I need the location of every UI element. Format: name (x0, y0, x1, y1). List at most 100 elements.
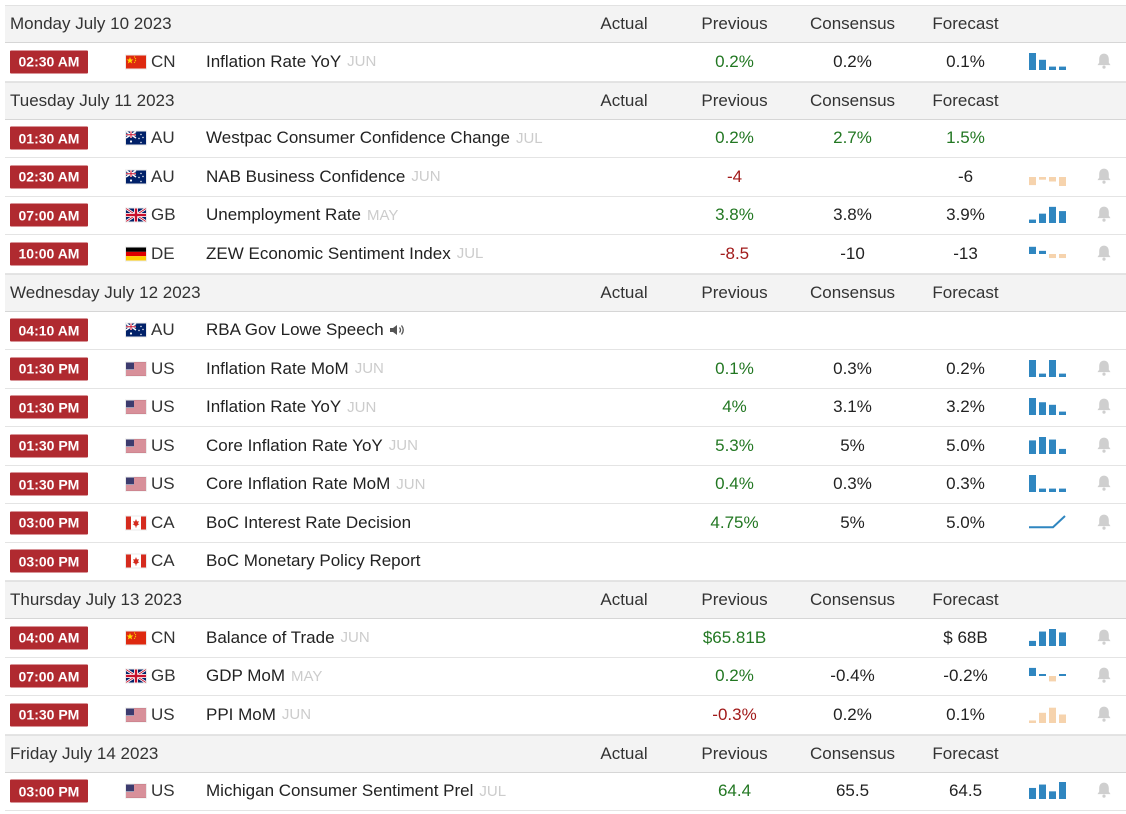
event-row[interactable]: 03:00 PM CA BoC Interest Rate Decision 4.75… (5, 504, 1126, 543)
event-row[interactable]: 01:30 PM US Core Inflation Rate MoM JUN 0.4%… (5, 465, 1126, 504)
event-name-text[interactable]: GDP MoM (206, 666, 286, 686)
previous-header[interactable]: Previous (701, 282, 768, 302)
consensus-header[interactable]: Consensus (809, 282, 896, 302)
event-row[interactable]: 10:00 AM DE ZEW Economic Sentiment Index JU… (5, 235, 1126, 274)
event-name[interactable]: Inflation Rate MoM JUN (206, 350, 384, 388)
event-row[interactable]: 03:00 PM US Michigan Consumer Sentiment Pr… (5, 772, 1126, 811)
bell-icon[interactable] (1096, 474, 1112, 492)
forecast-value: -6 (957, 166, 974, 186)
event-name-text[interactable]: Westpac Consumer Confidence Change (206, 128, 510, 148)
previous-header[interactable]: Previous (701, 14, 768, 33)
actual-header[interactable]: Actual (600, 282, 648, 302)
actual-header[interactable]: Actual (600, 743, 648, 763)
event-name-text[interactable]: NAB Business Confidence (206, 166, 406, 186)
event-name[interactable]: ZEW Economic Sentiment Index JUL (206, 235, 483, 273)
event-row[interactable]: 07:00 AM GB Unemployment Rate MAY 3.8% 3.8% 3.… (5, 196, 1126, 235)
previous-header[interactable]: Previous (701, 90, 768, 110)
event-name-text[interactable]: PPI MoM (206, 704, 276, 724)
forecast-header[interactable]: Forecast (932, 590, 999, 609)
event-name-text[interactable]: Core Inflation Rate MoM (206, 474, 391, 494)
event-name-text[interactable]: BoC Interest Rate Decision (206, 512, 412, 532)
event-row[interactable]: 01:30 PM US Inflation Rate MoM JUN 0.1% 0.3% 0… (5, 350, 1126, 389)
sparkline-bar (1029, 788, 1036, 800)
event-row[interactable]: 01:30 AM AU Westpac Consumer Confidence Ch… (5, 119, 1126, 158)
sparkline-chart (1029, 359, 1066, 377)
event-name[interactable]: Unemployment Rate MAY (206, 197, 398, 235)
previous-value: 0.1% (715, 358, 754, 378)
event-name[interactable]: Core Inflation Rate MoM JUN (206, 466, 425, 504)
event-name[interactable]: Inflation Rate YoY JUN (206, 389, 376, 427)
event-name-text[interactable]: Balance of Trade (206, 627, 335, 647)
bell-icon[interactable] (1096, 781, 1112, 799)
bell-icon[interactable] (1096, 666, 1112, 684)
sparkline-chart (1029, 475, 1066, 493)
event-name[interactable]: PPI MoM JUN (206, 696, 311, 734)
forecast-header[interactable]: Forecast (932, 743, 999, 763)
event-row[interactable]: 04:10 AM AU RBA Gov Lowe Speech (5, 311, 1126, 350)
event-name[interactable]: Inflation Rate YoY JUN (206, 43, 376, 81)
event-name[interactable]: BoC Monetary Policy Report (206, 543, 420, 581)
previous-header[interactable]: Previous (701, 590, 768, 609)
previous-header[interactable]: Previous (701, 743, 768, 763)
sparkline-bar (1049, 207, 1056, 224)
sparkline-bar (1049, 707, 1056, 723)
event-name-text[interactable]: Inflation Rate MoM (206, 358, 349, 378)
event-name[interactable]: Core Inflation Rate YoY JUN (206, 427, 418, 465)
event-row[interactable]: 03:00 PM CA BoC Monetary Policy Report (5, 542, 1126, 581)
event-row[interactable]: 01:30 PM US Inflation Rate YoY JUN 4% 3.1% 3.2… (5, 388, 1126, 427)
actual-header[interactable]: Actual (600, 14, 648, 33)
bell-icon[interactable] (1096, 705, 1112, 723)
event-name[interactable]: Balance of Trade JUN (206, 619, 370, 657)
event-name-text[interactable]: Inflation Rate YoY (206, 397, 342, 417)
actual-header[interactable]: Actual (600, 590, 648, 609)
consensus-header[interactable]: Consensus (809, 90, 896, 110)
bell-icon[interactable] (1096, 359, 1112, 377)
event-name-text[interactable]: RBA Gov Lowe Speech (206, 320, 384, 340)
event-name[interactable]: Michigan Consumer Sentiment Prel JUL (206, 773, 506, 811)
bell-icon[interactable] (1096, 397, 1112, 415)
event-name-text[interactable]: Inflation Rate YoY (206, 51, 342, 71)
event-name-text[interactable]: Unemployment Rate (206, 205, 361, 225)
event-name[interactable]: NAB Business Confidence JUN (206, 158, 441, 196)
event-name[interactable]: Westpac Consumer Confidence Change JUL (206, 120, 543, 158)
bell-icon[interactable] (1096, 205, 1112, 223)
speaker-icon[interactable] (389, 323, 407, 337)
sparkline-bar (1059, 674, 1066, 677)
consensus-header[interactable]: Consensus (809, 14, 896, 33)
bell-icon[interactable] (1096, 436, 1112, 454)
forecast-header[interactable]: Forecast (932, 14, 999, 33)
consensus-value (795, 312, 910, 350)
event-row[interactable]: 04:00 AM CN Balance of Trade JUN $65.81B $ 68… (5, 619, 1126, 658)
event-name-text[interactable]: ZEW Economic Sentiment Index (206, 243, 451, 263)
event-row[interactable]: 01:30 PM US Core Inflation Rate YoY JUN 5.3%… (5, 427, 1126, 466)
event-name[interactable]: GDP MoM MAY (206, 658, 322, 696)
event-name[interactable]: BoC Interest Rate Decision (206, 504, 411, 542)
event-name[interactable]: RBA Gov Lowe Speech (206, 312, 407, 350)
event-name-text[interactable]: Core Inflation Rate YoY (206, 435, 383, 455)
consensus-header[interactable]: Consensus (809, 590, 896, 609)
actual-header[interactable]: Actual (600, 90, 648, 110)
consensus-value (795, 158, 910, 196)
forecast-header[interactable]: Forecast (932, 282, 999, 302)
event-row[interactable]: 01:30 PM US PPI MoM JUN -0.3% 0.2% 0.1% (5, 696, 1126, 735)
sparkline-chart (1029, 52, 1066, 70)
bell-icon[interactable] (1096, 513, 1112, 531)
sparkline-bar (1049, 253, 1056, 258)
consensus-header[interactable]: Consensus (809, 743, 896, 763)
bell-icon[interactable] (1096, 167, 1112, 185)
bell-icon[interactable] (1096, 628, 1112, 646)
time-badge: 10:00 AM (10, 242, 88, 266)
event-row[interactable]: 07:00 AM GB GDP MoM MAY 0.2% -0.4% -0.2% (5, 657, 1126, 696)
bell-icon[interactable] (1096, 244, 1112, 262)
consensus-value: -0.4% (830, 666, 875, 686)
event-row[interactable]: 02:30 AM AU NAB Business Confidence JUN -4 -6 (5, 158, 1126, 197)
event-name-text[interactable]: Michigan Consumer Sentiment Prel (206, 781, 474, 801)
consensus-value (795, 543, 910, 581)
sparkline-bar (1059, 488, 1066, 493)
event-name-text[interactable]: BoC Monetary Policy Report (206, 551, 421, 571)
bell-icon[interactable] (1096, 52, 1112, 70)
event-row[interactable]: 02:30 AM CN Inflation Rate YoY JUN 0.2% 0.2% 0… (5, 43, 1126, 82)
previous-value: 0.2% (715, 666, 754, 686)
forecast-header[interactable]: Forecast (932, 90, 999, 110)
time-badge: 07:00 AM (10, 664, 88, 688)
